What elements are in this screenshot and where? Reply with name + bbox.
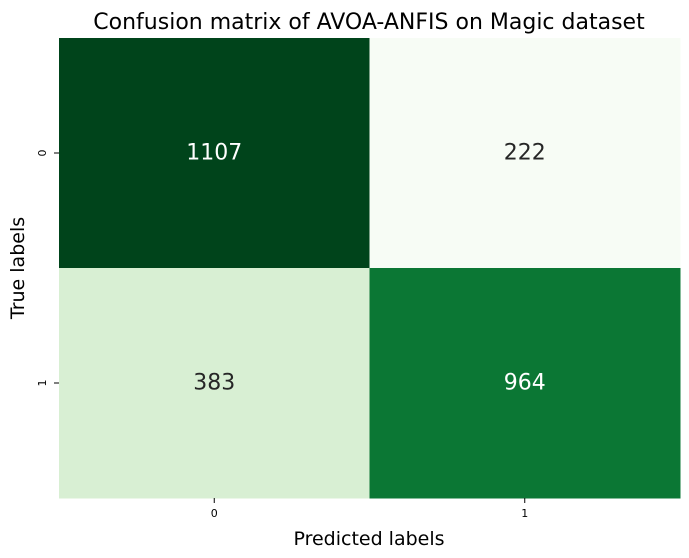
heatmap-cell-0-1 [369, 38, 681, 269]
heatmap-cell-1-1 [369, 268, 681, 499]
x-tick-label-1: 1 [521, 507, 528, 520]
cell-value-label-0-0: 1107 [186, 141, 242, 166]
y-axis-ticks: 01 [36, 150, 59, 387]
heatmap-cell-0-0 [59, 38, 370, 269]
heatmap-cell-1-0 [59, 268, 370, 499]
y-axis-label: True labels [7, 217, 29, 320]
x-tick-label-0: 0 [211, 507, 218, 520]
chart-title: Confusion matrix of AVOA-ANFIS on Magic … [93, 10, 645, 35]
cell-value-label-0-1: 222 [504, 141, 546, 166]
y-tick-label-0: 0 [36, 150, 49, 157]
cell-value-label-1-0: 383 [193, 371, 235, 396]
heatmap-cells: 1107 222 383 964 [59, 38, 681, 499]
x-axis-label: Predicted labels [293, 528, 444, 550]
cell-value-label-1-1: 964 [504, 371, 546, 396]
y-tick-label-1: 1 [36, 380, 49, 387]
